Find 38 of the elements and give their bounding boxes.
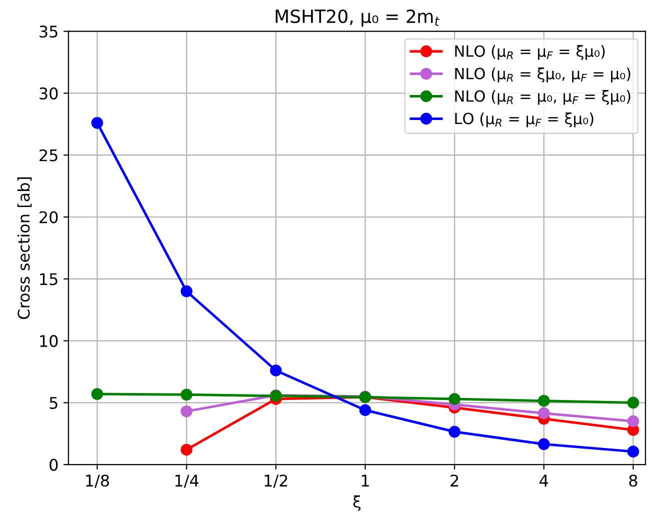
legend-label: LO (μ$_{R}$ = μ$_{F}$ = ξμ₀) [455,112,594,128]
point [359,404,372,416]
y-tick-label: 10 [40,335,58,348]
point [270,364,282,376]
point [538,407,550,420]
x-axis-title: ξ [353,495,361,511]
point [180,444,192,456]
y-tick-label: 30 [40,87,58,100]
x-tick-label: 8 [629,474,638,487]
point [627,446,640,458]
chart-title: MSHT20, μ₀ = 2m$_{t}$ [276,9,440,27]
legend-label: NLO (μ$_{R}$ = μ$_{F}$ = ξμ₀) [455,45,605,60]
y-tick-label: 35 [40,26,58,38]
x-tick-label: 1 [362,474,369,486]
point [91,117,104,129]
x-tick-label: 1/2 [264,474,288,488]
point [448,393,460,405]
legend-label: NLO (μ$_{R}$ = μ₀, μ$_{F}$ = ξμ₀) [455,90,630,105]
point [180,388,192,401]
x-tick-label: 1/4 [175,474,199,488]
x-tick-label: 1/8 [86,474,109,488]
y-tick-label: 15 [40,273,58,286]
y-tick-label: 20 [40,211,58,224]
point [538,394,550,407]
point [180,405,192,418]
x-tick-label: 4 [540,474,548,486]
point [91,388,104,400]
point [627,415,640,428]
x-tick-label: 2 [450,474,458,486]
y-tick-label: 5 [50,397,58,409]
y-tick-label: 0 [50,458,58,471]
point [538,438,550,450]
point [180,285,192,298]
legend-label: NLO (μ$_{R}$ = ξμ₀, μ$_{F}$ = μ₀) [455,68,630,82]
point [627,396,640,409]
point [448,426,460,438]
y-tick-label: 25 [40,149,58,162]
y-axis-title: Cross section [ab] [17,177,32,319]
